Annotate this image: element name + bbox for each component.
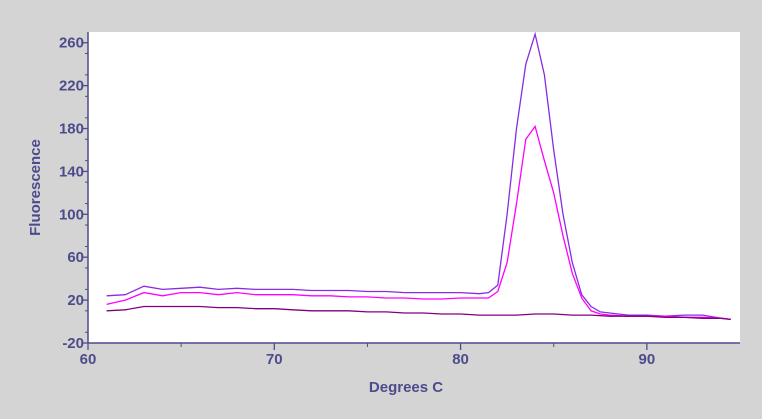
axes-layer: -20 20 60 100 140 180 220 260 60 70 80 90 [59, 32, 740, 368]
series-line-2 [106, 124, 731, 321]
series-layer [106, 31, 731, 321]
series-line-3 [106, 305, 731, 321]
x-tick-label: 80 [452, 351, 469, 368]
x-tick-label: 60 [80, 351, 97, 368]
series-line-1 [106, 31, 731, 321]
y-tick-label: 100 [59, 206, 84, 223]
y-tick-label: 140 [59, 163, 84, 180]
plot-area [88, 32, 740, 343]
y-tick-label: 260 [59, 35, 84, 52]
y-axis-label: Fluorescence [27, 139, 44, 236]
y-tick-label: 220 [59, 78, 84, 95]
x-tick-label: 70 [266, 351, 283, 368]
x-axis-label: Degrees C [369, 379, 443, 396]
y-tick-label: 20 [67, 292, 84, 309]
y-tick-label: -20 [62, 335, 84, 352]
x-tick-label: 90 [639, 351, 656, 368]
y-tick-label: 60 [67, 249, 84, 266]
y-tick-label: 180 [59, 121, 84, 138]
